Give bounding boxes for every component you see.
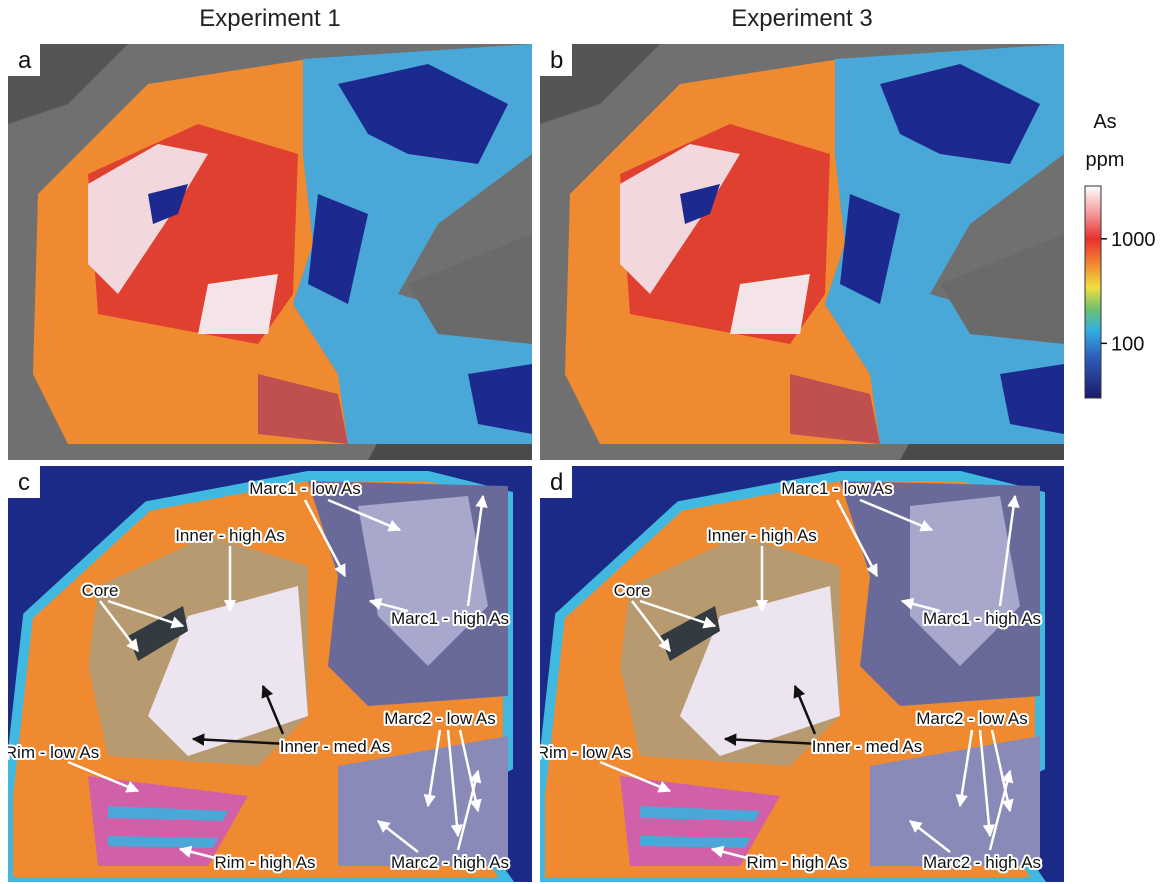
annotation: Rim - low As (537, 743, 631, 762)
colorbar-title: As (1093, 111, 1116, 133)
annotation: Core (614, 581, 651, 600)
annotation: Inner - med As (812, 737, 923, 756)
panel-letter: c (18, 469, 30, 496)
panel-letter: d (550, 469, 563, 496)
annotation: Marc2 - low As (384, 709, 495, 728)
panel: d Marc1 - low As Inner - high As Core Marc1 … (537, 466, 1064, 882)
annotation: Rim - high As (746, 853, 847, 872)
annotation: Marc1 - high As (391, 609, 509, 628)
colorbar-tick-label: 100 (1111, 333, 1144, 355)
annotation: Marc1 - high As (923, 609, 1041, 628)
annotation: Rim - high As (214, 853, 315, 872)
colorbar-tick-label: 1000 (1111, 229, 1156, 251)
rim-high-stripe (108, 836, 218, 848)
annotation: Core (82, 581, 119, 600)
rim-high-stripe (640, 836, 750, 848)
column-title: Experiment 3 (731, 5, 872, 32)
panel: c Marc1 - low As Inner - high As Core Marc1 … (5, 466, 532, 882)
panel-letter: a (18, 47, 32, 74)
panel-letter: b (550, 47, 563, 74)
panel: a (8, 44, 532, 460)
colorbar-title: ppm (1086, 149, 1125, 171)
annotation: Marc1 - low As (781, 479, 892, 498)
panel: b (540, 44, 1064, 460)
annotation: Marc2 - low As (916, 709, 1027, 728)
annotation: Rim - low As (5, 743, 99, 762)
figure: Experiment 1 Experiment 3 a b c Marc1 - low A… (0, 0, 1162, 884)
annotation: Inner - high As (707, 526, 817, 545)
annotation: Marc2 - high As (923, 853, 1041, 872)
annotation: Inner - med As (280, 737, 391, 756)
annotation: Marc2 - high As (391, 853, 509, 872)
colorbar (1085, 186, 1101, 398)
column-title: Experiment 1 (199, 5, 340, 32)
annotation: Marc1 - low As (249, 479, 360, 498)
annotation: Inner - high As (175, 526, 285, 545)
